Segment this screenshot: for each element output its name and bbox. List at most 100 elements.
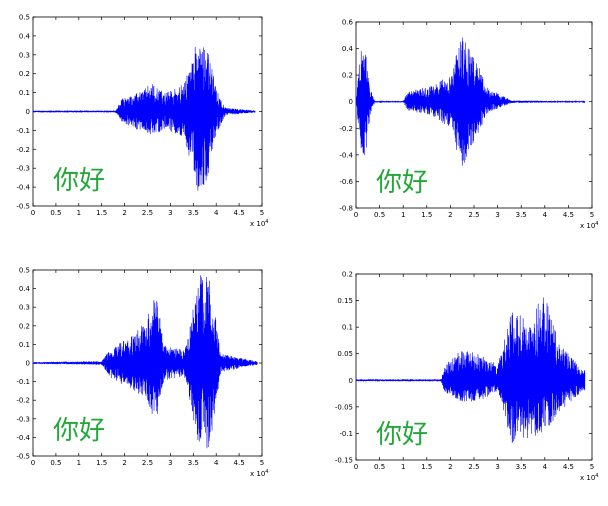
waveform-series — [355, 37, 586, 166]
y-tick-label: 0 — [26, 360, 30, 368]
x-tick-label: 0.5 — [374, 463, 385, 471]
y-tick-label: 0.2 — [19, 322, 30, 330]
x-tick-label: 1 — [77, 459, 81, 467]
waveform-series — [32, 275, 258, 449]
y-tick-label: -0.1 — [16, 127, 30, 135]
y-tick-label: 0.15 — [337, 297, 353, 305]
y-tick-label: 0.1 — [19, 89, 30, 97]
x-tick-label: 4 — [543, 211, 548, 219]
x-exponent-power: 4 — [595, 473, 598, 479]
x-tick-label: 2.5 — [142, 209, 153, 217]
y-tick-label: -0.5 — [16, 453, 30, 461]
y-tick-label: -0.4 — [16, 434, 30, 442]
y-tick-label: -0.3 — [16, 415, 30, 423]
chart-panel-1: 0.50.40.30.20.10-0.1-0.2-0.3-0.4-0.50 0.5… — [16, 14, 268, 229]
x-tick-label: 5 — [260, 209, 264, 217]
y-tick-label: -0.2 — [16, 146, 30, 154]
annotation-label: 你好 — [376, 420, 428, 450]
y-tick-label: -0.2 — [16, 397, 30, 405]
y-tick-label: -0.5 — [16, 203, 30, 211]
y-tick-label: 0.2 — [19, 70, 30, 78]
x-tick-label: 0 — [354, 211, 358, 219]
x-tick-label: 4 — [543, 463, 548, 471]
waveform-series — [32, 46, 256, 191]
y-tick-label: -0.15 — [335, 457, 353, 465]
x-tick-label: 1.5 — [96, 209, 107, 217]
x-tick-label: 2 — [448, 463, 452, 471]
y-tick-label: -0.4 — [16, 184, 30, 192]
x-exponent-power: 4 — [265, 469, 268, 475]
chart-panel-4: 0.20.150.10.050-0.05-0.1-0.150 0.5 1 1.5 2 2.… — [335, 271, 599, 483]
waveform-series — [355, 297, 586, 443]
x-tick-label: 2.5 — [142, 459, 153, 467]
x-tick-label: 2 — [448, 211, 452, 219]
y-tick-label: -0.1 — [16, 378, 30, 386]
x-tick-label: 1 — [401, 463, 405, 471]
x-exponent-label: x 104 — [580, 473, 598, 482]
x-tick-label: 1.5 — [96, 459, 107, 467]
x-exponent-label: x 104 — [250, 469, 268, 478]
y-tick-label: 0.1 — [19, 341, 30, 349]
y-tick-label: 0.6 — [342, 19, 354, 27]
x-exponent-label: x 104 — [580, 221, 598, 230]
chart-panel-3: 0.50.40.30.20.10-0.1-0.2-0.3-0.4-0.50 0.5… — [16, 267, 268, 479]
x-tick-label: 4.5 — [234, 209, 245, 217]
x-tick-label: 4 — [214, 459, 219, 467]
x-tick-label: 0.5 — [374, 211, 385, 219]
annotation-label: 你好 — [53, 166, 105, 196]
x-exponent-base: x 10 — [250, 470, 265, 478]
y-tick-label: 0.4 — [19, 285, 31, 293]
x-exponent-base: x 10 — [580, 474, 595, 482]
y-tick-label: 0.4 — [342, 45, 354, 53]
x-exponent-power: 4 — [595, 221, 598, 227]
x-tick-label: 4.5 — [563, 463, 574, 471]
x-tick-label: 3.5 — [516, 463, 527, 471]
chart-panel-2: 0.60.40.20-0.2-0.4-0.6-0.80 0.5 1 1.5 2 2.5 3 3… — [339, 19, 598, 231]
y-tick-label: -0.3 — [16, 165, 30, 173]
x-tick-label: 2 — [122, 209, 126, 217]
y-tick-label: -0.6 — [339, 178, 353, 186]
x-tick-label: 1 — [401, 211, 405, 219]
y-tick-label: 0.05 — [337, 350, 353, 358]
x-tick-label: 0.5 — [50, 209, 61, 217]
x-tick-label: 1 — [77, 209, 81, 217]
x-tick-label: 1.5 — [421, 211, 432, 219]
y-tick-label: 0.5 — [19, 14, 30, 22]
y-tick-label: 0.1 — [342, 324, 353, 332]
y-tick-label: -0.05 — [335, 403, 353, 411]
x-exponent-base: x 10 — [250, 220, 265, 228]
x-tick-label: 0.5 — [50, 459, 61, 467]
x-tick-label: 5 — [260, 459, 264, 467]
x-tick-label: 5 — [590, 463, 594, 471]
x-tick-label: 2.5 — [468, 211, 479, 219]
x-tick-label: 3 — [168, 209, 172, 217]
y-tick-label: 0.2 — [342, 72, 353, 80]
x-tick-label: 4.5 — [563, 211, 574, 219]
y-tick-label: 0 — [26, 108, 30, 116]
y-tick-label: -0.1 — [339, 430, 353, 438]
y-tick-label: -0.2 — [339, 125, 353, 133]
y-tick-label: 0.4 — [19, 32, 31, 40]
x-tick-label: 3 — [168, 459, 172, 467]
y-tick-label: 0.5 — [19, 267, 30, 275]
y-tick-label: 0 — [349, 98, 353, 106]
x-tick-label: 5 — [590, 211, 594, 219]
x-tick-label: 3.5 — [188, 209, 199, 217]
x-tick-label: 4.5 — [234, 459, 245, 467]
x-tick-label: 3 — [495, 211, 499, 219]
x-tick-label: 2 — [122, 459, 126, 467]
x-tick-label: 1.5 — [421, 463, 432, 471]
y-tick-label: 0.2 — [342, 271, 353, 279]
x-tick-label: 3 — [495, 463, 499, 471]
x-tick-label: 3.5 — [516, 211, 527, 219]
annotation-label: 你好 — [53, 416, 105, 446]
y-tick-label: 0.3 — [19, 304, 30, 312]
x-tick-label: 2.5 — [468, 463, 479, 471]
x-tick-label: 0 — [31, 459, 35, 467]
y-tick-label: -0.8 — [339, 205, 353, 213]
x-tick-label: 0 — [354, 463, 358, 471]
x-tick-label: 3.5 — [188, 459, 199, 467]
y-tick-label: 0 — [349, 377, 353, 385]
x-exponent-power: 4 — [265, 219, 268, 225]
